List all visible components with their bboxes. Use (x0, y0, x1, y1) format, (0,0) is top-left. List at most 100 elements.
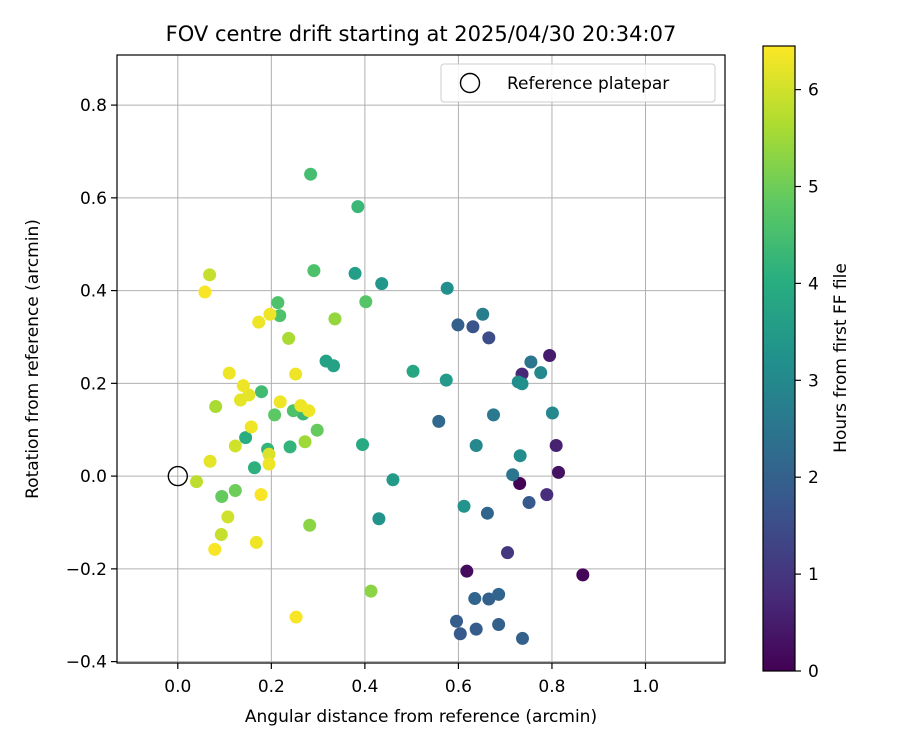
scatter-point (249, 535, 263, 549)
scatter-point (375, 277, 389, 291)
scatter-point (515, 377, 529, 391)
scatter-point (327, 359, 341, 373)
x-axis-label: Angular distance from reference (arcmin) (245, 707, 597, 727)
scatter-point (271, 296, 285, 310)
y-tick-label: 0.0 (80, 467, 107, 487)
scatter-point (364, 584, 378, 598)
colorbar-tick-label: 2 (808, 468, 819, 488)
colorbar-tick-label: 6 (808, 81, 819, 101)
scatter-point (228, 483, 242, 497)
scatter-point (543, 349, 557, 363)
scatter-point (451, 318, 465, 332)
chart-title: FOV centre drift starting at 2025/04/30 … (166, 22, 677, 46)
x-tick-label: 0.0 (164, 677, 191, 697)
scatter-point (252, 315, 266, 329)
scatter-point (302, 404, 316, 418)
scatter-point (303, 518, 317, 532)
grid (117, 55, 725, 663)
scatter-point (348, 266, 362, 280)
scatter-point (501, 546, 515, 560)
scatter-point (545, 406, 559, 420)
x-tick-label: 1.0 (632, 677, 659, 697)
scatter-point (263, 307, 277, 321)
scatter-point (233, 393, 247, 407)
scatter-point (203, 454, 217, 468)
scatter-point (209, 400, 223, 414)
scatter-point (289, 610, 303, 624)
scatter-point (298, 435, 312, 449)
scatter-point (549, 438, 563, 452)
scatter-point (469, 622, 483, 636)
scatter-point (215, 490, 229, 504)
scatter-point (476, 307, 490, 321)
scatter-point (328, 312, 342, 326)
colorbar-gradient (762, 45, 796, 672)
reference-marker-group (167, 465, 189, 487)
scatter-point (457, 499, 471, 513)
scatter-point (432, 414, 446, 428)
scatter-points (190, 167, 590, 645)
scatter-point (359, 295, 373, 309)
scatter-point (450, 614, 464, 628)
y-tick-label: −0.2 (66, 560, 107, 580)
colorbar-tick-label: 0 (808, 662, 819, 682)
scatter-point (522, 496, 536, 510)
y-tick-label: 0.6 (80, 189, 107, 209)
x-tick-label: 0.4 (351, 677, 378, 697)
scatter-point (453, 627, 467, 641)
scatter-point (214, 528, 228, 542)
scatter-point (492, 587, 506, 601)
scatter-point (506, 468, 520, 482)
reference-platepar-marker (167, 465, 189, 487)
scatter-point (440, 281, 454, 295)
scatter-point (190, 475, 204, 489)
scatter-point (466, 320, 480, 334)
scatter-point (262, 457, 276, 471)
scatter-point (439, 373, 453, 387)
scatter-point (469, 438, 483, 452)
scatter-point (244, 420, 258, 434)
scatter-point (307, 264, 321, 278)
y-tick-label: 0.4 (80, 282, 107, 302)
scatter-point (540, 488, 554, 502)
scatter-point (248, 461, 262, 475)
scatter-point (534, 366, 548, 380)
y-tick-label: 0.8 (80, 96, 107, 116)
colorbar-label: Hours from first FF file (831, 263, 851, 453)
colorbar-tick-label: 5 (808, 178, 819, 198)
scatter-point (208, 542, 222, 556)
scatter-point (386, 473, 400, 487)
scatter-point (524, 355, 538, 369)
scatter-point (283, 440, 297, 454)
scatter-point (492, 618, 506, 632)
scatter-point (406, 364, 420, 378)
colorbar-ticks: 0 1 2 3 4 5 6 (795, 81, 819, 682)
scatter-point (513, 449, 527, 463)
scatter-point (513, 477, 527, 491)
legend-box (440, 63, 716, 103)
x-tick-label: 0.6 (445, 677, 472, 697)
scatter-point (222, 366, 236, 380)
scatter-point (273, 309, 287, 323)
scatter-point (228, 439, 242, 453)
scatter-point (268, 408, 282, 422)
x-axis-ticks: 0.0 0.2 0.4 0.6 0.8 1.0 (164, 663, 659, 697)
scatter-point (486, 408, 500, 422)
y-tick-label: 0.2 (80, 374, 107, 394)
scatter-point (372, 512, 386, 526)
y-axis-ticks: −0.4 −0.2 0.0 0.2 0.4 0.6 0.8 (66, 96, 117, 673)
scatter-point (480, 506, 494, 520)
legend-marker-icon (459, 72, 481, 94)
scatter-point (255, 385, 269, 399)
colorbar-tick-label: 3 (808, 371, 819, 391)
scatter-point (482, 592, 496, 606)
scatter-point (273, 395, 287, 409)
colorbar: 0 1 2 3 4 5 6 Hours from first FF file (762, 45, 851, 682)
scatter-point (460, 564, 474, 578)
legend-entry-reference-platepar: Reference platepar (507, 74, 669, 94)
scatter-point (356, 438, 370, 452)
scatter-point (304, 167, 318, 181)
colorbar-tick-label: 4 (808, 274, 819, 294)
y-axis-label: Rotation from reference (arcmin) (23, 219, 43, 499)
